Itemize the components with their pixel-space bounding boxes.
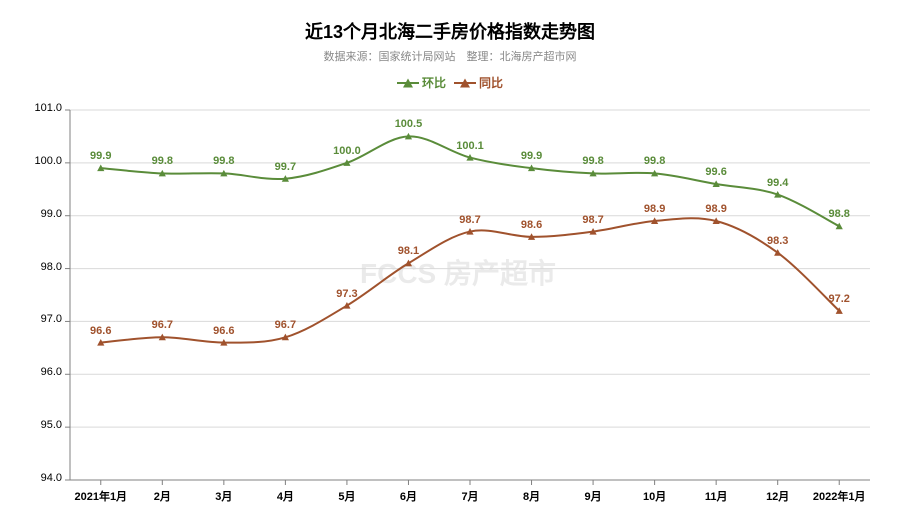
data-label: 98.7 [459,214,480,226]
data-label: 99.8 [582,155,603,167]
data-label: 99.7 [275,161,296,173]
y-tick-label: 99.0 [20,208,62,220]
data-label: 96.7 [275,319,296,331]
y-tick-label: 98.0 [20,261,62,273]
x-tick-label: 6月 [373,488,443,504]
data-label: 98.7 [582,214,603,226]
x-tick-label: 2021年1月 [66,488,136,504]
data-label: 98.3 [767,235,788,247]
data-label: 100.5 [395,118,423,130]
line-chart [0,0,900,520]
y-tick-label: 101.0 [20,102,62,114]
y-tick-label: 95.0 [20,419,62,431]
x-tick-label: 12月 [743,488,813,504]
data-label: 100.0 [333,145,361,157]
data-label: 98.8 [829,208,850,220]
x-tick-label: 2022年1月 [804,488,874,504]
data-label: 98.1 [398,245,419,257]
data-label: 99.9 [521,150,542,162]
data-label: 99.9 [90,150,111,162]
x-tick-label: 5月 [312,488,382,504]
y-tick-label: 96.0 [20,366,62,378]
data-label: 99.6 [705,166,726,178]
data-label: 98.9 [644,203,665,215]
y-tick-label: 100.0 [20,155,62,167]
x-tick-label: 7月 [435,488,505,504]
data-label: 98.6 [521,219,542,231]
y-tick-label: 97.0 [20,313,62,325]
data-label: 99.8 [213,155,234,167]
x-tick-label: 11月 [681,488,751,504]
data-label: 99.4 [767,177,788,189]
data-label: 97.3 [336,288,357,300]
x-tick-label: 8月 [497,488,567,504]
data-label: 100.1 [456,140,484,152]
x-tick-label: 9月 [558,488,628,504]
x-tick-label: 3月 [189,488,259,504]
data-label: 96.7 [152,319,173,331]
data-label: 98.9 [705,203,726,215]
x-tick-label: 4月 [250,488,320,504]
data-label: 96.6 [213,325,234,337]
x-tick-label: 2月 [127,488,197,504]
data-label: 99.8 [644,155,665,167]
x-tick-label: 10月 [620,488,690,504]
data-label: 97.2 [829,293,850,305]
data-label: 99.8 [152,155,173,167]
y-tick-label: 94.0 [20,472,62,484]
data-label: 96.6 [90,325,111,337]
